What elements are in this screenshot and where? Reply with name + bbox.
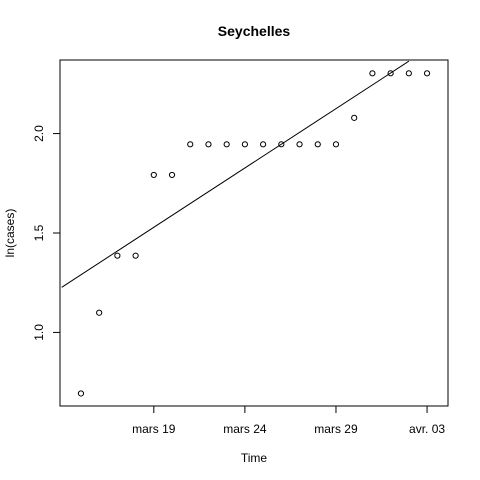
y-tick-label: 1.5 [32,224,46,241]
x-tick-label: mars 29 [314,422,358,436]
chart-title: Seychelles [218,23,291,39]
x-tick-label: mars 19 [132,422,176,436]
x-tick-label: mars 24 [223,422,267,436]
y-tick-label: 2.0 [32,125,46,142]
y-tick-label: 1.0 [32,324,46,341]
y-axis-label: ln(cases) [3,209,17,258]
x-tick-label: avr. 03 [409,422,445,436]
x-axis-label: Time [241,451,268,465]
